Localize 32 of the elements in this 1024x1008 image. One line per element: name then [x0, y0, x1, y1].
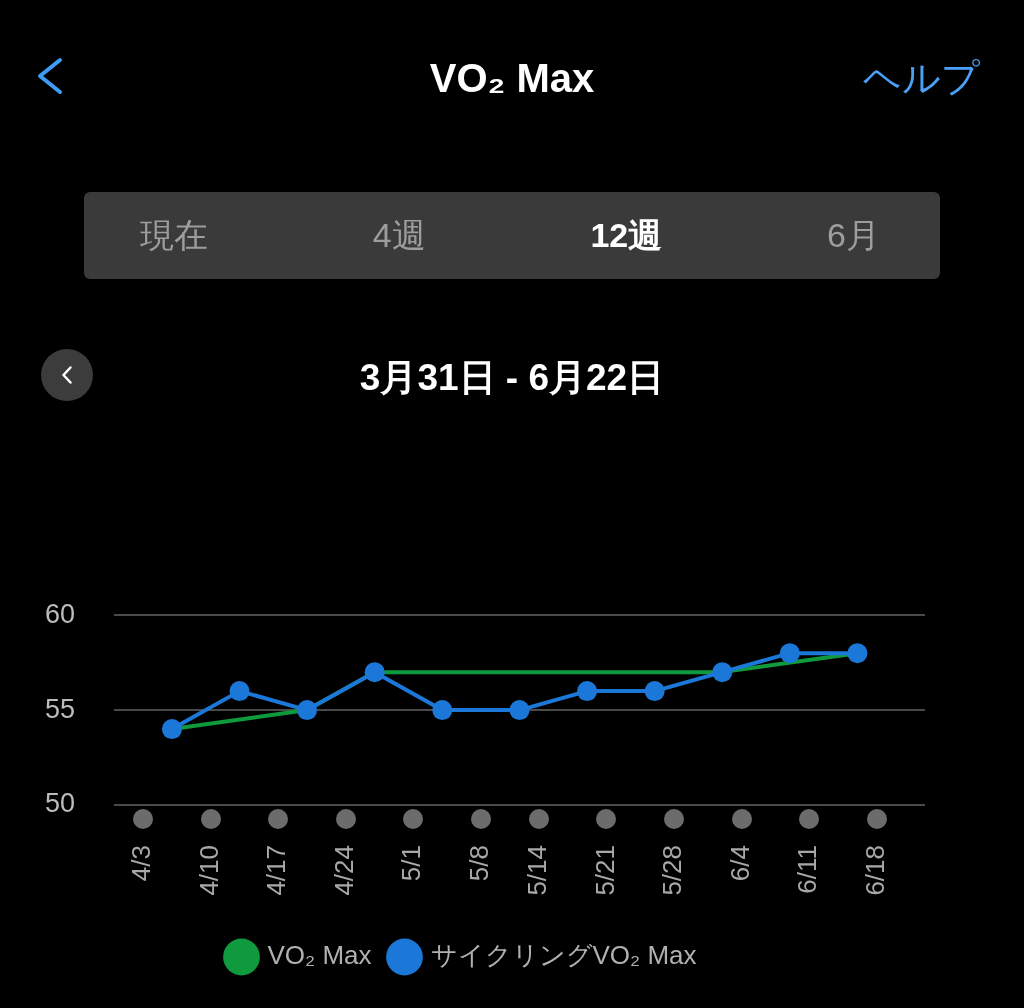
text: ヘルプ	[863, 56, 980, 101]
point	[161, 719, 182, 740]
point	[779, 643, 800, 664]
x-tick-label: 5/8	[464, 845, 495, 882]
point	[644, 681, 665, 702]
x-tick-label: 4/17	[261, 845, 292, 896]
point	[364, 662, 385, 683]
x-tick-label: 6/18	[859, 845, 890, 896]
point	[229, 681, 250, 702]
x-tick-label: 6/4	[724, 845, 755, 882]
chart-subtitle: 3月31日 - 6月22日	[358, 356, 666, 400]
x-tick-label: 5/14	[521, 845, 552, 896]
legend-label: サイクリングVO₂ Max	[430, 940, 697, 971]
point	[509, 700, 530, 721]
point	[432, 700, 453, 721]
x-tick-label: 4/10	[193, 845, 224, 896]
point	[577, 681, 598, 702]
x-tick-label: 5/21	[589, 845, 620, 896]
segmented-control: 現在 4週 12週 6月	[84, 192, 940, 279]
x-tick-label: 4/24	[328, 845, 359, 896]
legend-label: VO₂ Max	[267, 940, 372, 971]
x-tick-label: 4/3	[126, 845, 157, 882]
y-tick-label: 60	[44, 598, 75, 629]
chart-title: VO₂ Max	[429, 56, 595, 100]
x-tick-label: 5/1	[396, 845, 427, 882]
y-tick-label: 50	[44, 788, 75, 819]
x-tick-label: 5/28	[657, 845, 688, 896]
x-tick-label: 6/11	[792, 845, 823, 894]
point	[847, 643, 868, 664]
point	[712, 662, 733, 683]
point	[297, 700, 318, 721]
y-tick-label: 55	[44, 693, 75, 724]
